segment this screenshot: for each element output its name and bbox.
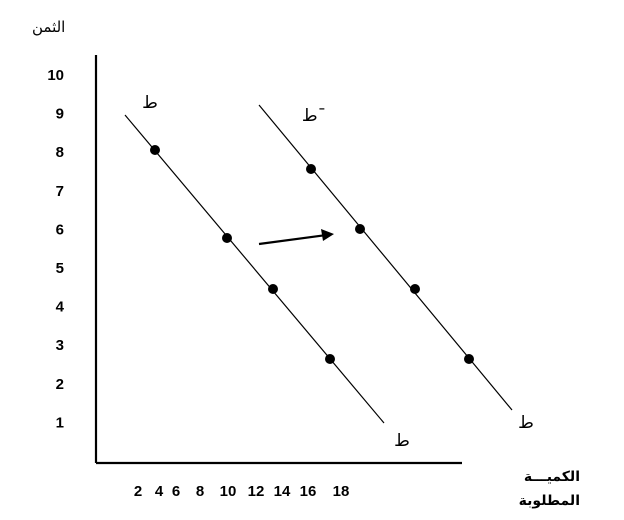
data-point	[410, 284, 420, 294]
data-point	[268, 284, 278, 294]
y-tick-label: 1	[56, 414, 64, 431]
demand-curve-2	[258, 104, 513, 411]
x-axis-label-line-2: المطلوبة	[518, 492, 580, 508]
data-point	[464, 354, 474, 364]
series-label: ط¯	[302, 106, 326, 126]
x-tick-label: 16	[300, 483, 317, 500]
x-axis-label-line-1: الكميـــة	[523, 468, 580, 484]
x-tick-label: 12	[248, 483, 265, 500]
data-point	[150, 145, 160, 155]
x-tick-label: 4	[155, 483, 164, 500]
series-label: ط	[142, 93, 158, 113]
y-tick-label: 2	[56, 376, 64, 393]
x-tick-label: 8	[196, 483, 204, 500]
x-tick-label: 10	[220, 483, 237, 500]
x-tick-label: 18	[333, 483, 350, 500]
x-tick-label: 14	[274, 483, 291, 500]
demand-curve-1	[124, 114, 385, 424]
y-tick-label: 9	[56, 106, 64, 123]
x-tick-label: 2	[134, 483, 142, 500]
y-axis-label: الثمن	[32, 19, 66, 36]
data-point	[222, 233, 232, 243]
shift-arrow-head	[321, 229, 334, 241]
y-tick-label: 7	[56, 183, 64, 200]
data-point	[325, 354, 335, 364]
x-axis-label: الكميـــة المطلوبة	[490, 464, 580, 512]
y-tick-label: 5	[56, 260, 64, 277]
y-tick-label: 10	[47, 67, 64, 84]
shift-arrow-shaft	[258, 233, 329, 246]
series-end-label: ط	[394, 431, 410, 451]
y-tick-label: 3	[56, 337, 64, 354]
series-end-label: ط	[518, 413, 534, 433]
y-tick-label: 6	[56, 221, 64, 238]
data-point	[355, 224, 365, 234]
y-tick-label: 8	[56, 144, 64, 161]
x-tick-label: 6	[172, 483, 180, 500]
y-tick-label: 4	[56, 299, 65, 316]
data-point	[306, 164, 316, 174]
